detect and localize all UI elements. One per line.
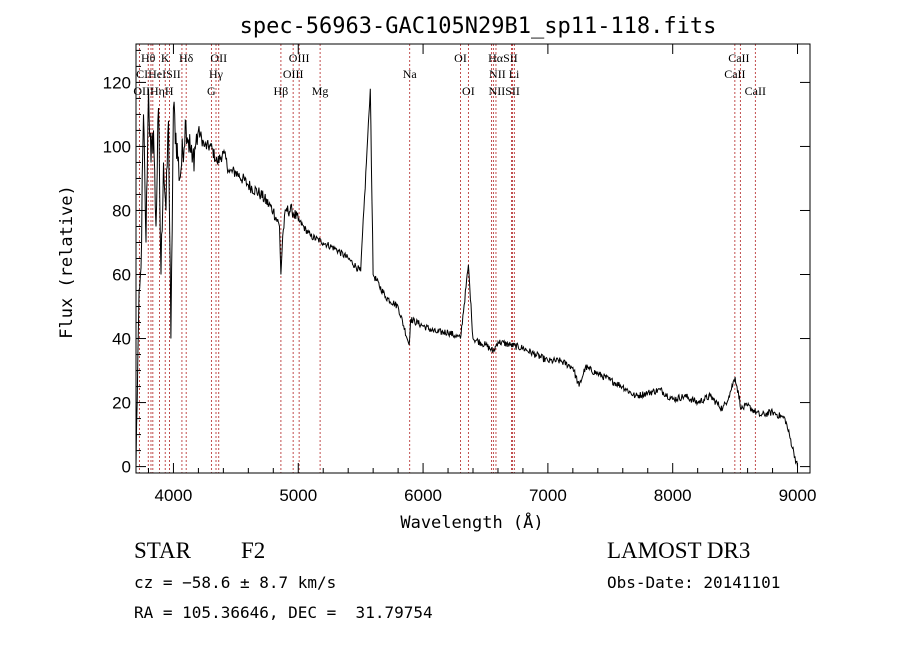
observation-date: Obs-Date: 20141101 [607,573,781,592]
x-axis-label: Wavelength (Å) [400,511,543,533]
line-label-0: Hθ [141,51,156,65]
y-tick-label-4: 80 [112,201,131,220]
coordinates: RA = 105.36646, DEC = 31.79754 [134,603,433,622]
line-label-9: Hγ [209,67,224,81]
x-axis-ticks: 4000 5000 6000 7000 8000 9000 [147,44,817,505]
line-label-15: G [207,84,216,98]
line-label-20: CaII [745,84,766,98]
line-label-8: CIHeISII [136,67,181,81]
x-tick-label-4: 8000 [654,486,692,505]
line-label-10: OIII [283,67,304,81]
spectrum-line [135,88,798,467]
y-tick-label-3: 60 [112,266,131,285]
y-tick-label-1: 20 [112,394,131,413]
line-label-5: OI [454,51,467,65]
line-label-4: OIII [289,51,310,65]
line-label-12: NII Li [489,67,520,81]
y-axis-ticks: 0 20 40 60 80 100 120 [103,49,810,477]
line-label-17: Mg [312,84,329,98]
line-label-7: CaII [728,51,749,65]
x-tick-label-3: 7000 [529,486,567,505]
survey-name: LAMOST DR3 [607,538,751,563]
line-label-11: Na [403,67,418,81]
line-label-2: Hδ [179,51,194,65]
emission-line-markers [138,44,756,473]
x-tick-label-5: 9000 [779,486,817,505]
object-subclass: F2 [241,538,266,563]
x-tick-label-1: 5000 [279,486,317,505]
line-label-19: NIISII [489,84,520,98]
x-tick-label-2: 6000 [404,486,442,505]
line-label-18: OI [462,84,475,98]
y-axis-label: Flux (relative) [57,185,77,339]
line-label-1: K [161,51,170,65]
emission-line-labels: Hθ K Hδ OII OIII OI HαSII CaII CIHeISII Hγ OIII Na N… [133,51,766,98]
line-label-3: OII [210,51,227,65]
line-label-16: Hβ [274,84,289,98]
plot-frame [135,43,811,474]
y-tick-label-5: 100 [103,137,131,156]
x-tick-label-0: 4000 [155,486,193,505]
y-tick-label-0: 0 [122,458,131,477]
spectrum-chart: spec-56963-GAC105N29B1_sp11-118.fits Hθ K… [57,14,817,533]
chart-title: spec-56963-GAC105N29B1_sp11-118.fits [240,14,717,39]
redshift-cz: cz = −58.6 ± 8.7 km/s [134,573,337,592]
line-label-13: CaII [724,67,745,81]
y-tick-label-2: 40 [112,330,131,349]
object-type: STAR [134,538,191,563]
line-label-14: OIIHηH [133,84,174,98]
y-tick-label-6: 120 [103,73,131,92]
line-label-6: HαSII [488,51,518,65]
